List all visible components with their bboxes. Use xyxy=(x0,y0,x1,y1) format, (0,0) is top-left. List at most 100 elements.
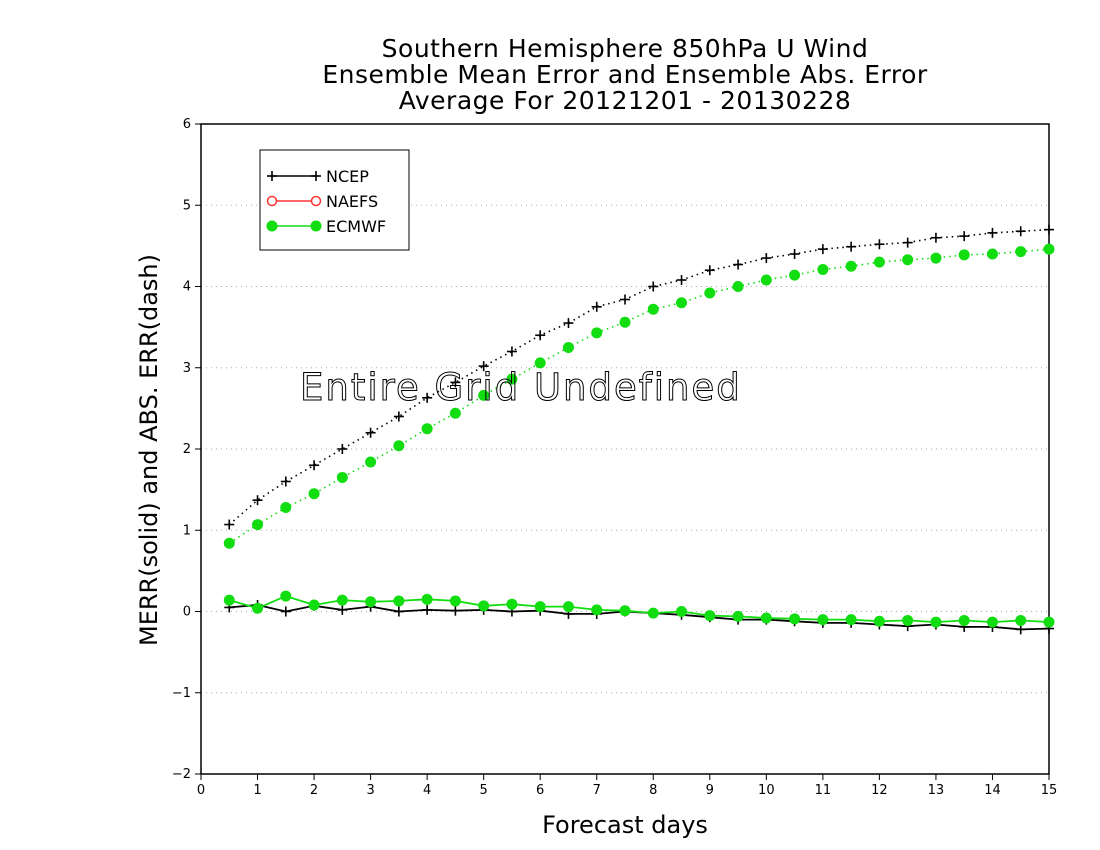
data-point xyxy=(506,598,518,610)
data-point xyxy=(308,488,320,500)
data-point xyxy=(760,612,772,624)
data-point xyxy=(1015,614,1027,626)
data-point xyxy=(648,281,659,292)
y-tick-label: −1 xyxy=(172,686,191,701)
data-point xyxy=(478,389,490,401)
legend-item-ecmwf: ECMWF xyxy=(266,217,386,236)
data-point xyxy=(421,593,433,605)
data-point xyxy=(817,614,829,626)
data-point xyxy=(337,444,348,454)
data-point xyxy=(365,456,377,468)
data-point xyxy=(958,249,970,261)
data-point xyxy=(478,600,490,612)
data-point xyxy=(534,357,546,369)
legend-label: ECMWF xyxy=(326,217,386,236)
x-tick-label: 13 xyxy=(928,783,945,798)
data-point xyxy=(789,269,801,281)
y-axis-label: MERR(solid) and ABS. ERR(dash) xyxy=(135,254,163,646)
data-point xyxy=(450,605,461,616)
data-point xyxy=(676,606,688,617)
data-point xyxy=(365,427,376,438)
data-point xyxy=(449,595,461,607)
data-point xyxy=(817,244,828,255)
data-point xyxy=(873,256,885,268)
data-point xyxy=(817,263,829,275)
data-point xyxy=(902,254,914,266)
x-tick-label: 12 xyxy=(871,783,888,798)
data-point xyxy=(252,602,264,614)
legend-label: NCEP xyxy=(326,167,369,186)
legend-marker xyxy=(310,195,322,207)
x-tick-label: 7 xyxy=(593,783,601,798)
x-tick-label: 10 xyxy=(758,783,775,798)
data-point xyxy=(591,301,602,312)
data-point xyxy=(223,537,235,549)
y-tick-label: 4 xyxy=(183,280,191,295)
x-tick-label: 2 xyxy=(310,783,318,798)
legend: NCEP NAEFS ECMWF xyxy=(259,149,410,251)
y-tick-label: 5 xyxy=(183,198,191,213)
data-point xyxy=(280,476,291,487)
series-layer xyxy=(223,224,1055,635)
title-line-3: Average For 20121201 - 20130228 xyxy=(398,86,852,115)
legend-label: NAEFS xyxy=(326,192,378,211)
y-tick-label: −2 xyxy=(172,767,191,782)
data-point xyxy=(280,606,291,617)
data-point xyxy=(506,346,517,357)
legend-marker xyxy=(266,195,278,207)
legend-item-naefs: NAEFS xyxy=(266,192,378,211)
data-point xyxy=(676,297,688,309)
y-tick-label: 0 xyxy=(183,605,191,620)
y-tick-label: 1 xyxy=(183,523,191,538)
data-point xyxy=(535,330,546,341)
data-point xyxy=(732,610,744,622)
series-line-ncep-mean-error xyxy=(229,604,1050,631)
data-point xyxy=(224,519,235,530)
legend-marker xyxy=(311,171,321,181)
data-point xyxy=(1015,226,1026,237)
data-point xyxy=(337,604,348,615)
data-point xyxy=(902,614,914,626)
data-point xyxy=(1044,224,1054,235)
x-tick-label: 15 xyxy=(1041,783,1058,798)
x-tick-label: 0 xyxy=(197,783,205,798)
x-tick-label: 1 xyxy=(253,783,261,798)
data-point xyxy=(930,252,942,264)
y-tick-label: 3 xyxy=(183,361,191,376)
data-point xyxy=(478,361,489,372)
data-point xyxy=(676,275,687,285)
data-point xyxy=(280,502,292,513)
data-point xyxy=(930,232,941,243)
data-point xyxy=(309,460,320,471)
legend-marker xyxy=(267,171,277,181)
data-point xyxy=(562,341,574,353)
title-line-1: Southern Hemisphere 850hPa U Wind xyxy=(381,34,869,63)
data-point xyxy=(252,519,264,531)
data-point xyxy=(958,614,970,626)
data-point xyxy=(422,392,433,403)
data-point xyxy=(591,604,603,616)
data-point xyxy=(619,316,631,328)
data-point xyxy=(393,595,405,607)
series-ncep-mean-error xyxy=(224,600,1054,635)
data-point xyxy=(223,594,235,606)
data-point xyxy=(874,239,885,250)
data-point xyxy=(1015,246,1027,258)
data-point xyxy=(902,237,913,248)
series-ncep-abs-error xyxy=(224,224,1054,530)
data-point xyxy=(1043,243,1055,255)
data-point xyxy=(336,471,348,483)
x-tick-label: 3 xyxy=(366,783,374,798)
data-point xyxy=(336,594,348,606)
data-point xyxy=(845,260,857,272)
data-point xyxy=(959,231,970,242)
legend-marker xyxy=(266,220,278,232)
data-point xyxy=(986,248,998,260)
x-tick-label: 6 xyxy=(536,783,544,798)
grid-lines xyxy=(201,204,1049,694)
data-point xyxy=(930,616,942,628)
data-point xyxy=(732,281,744,292)
data-point xyxy=(873,615,885,627)
x-tick-label: 5 xyxy=(480,783,488,798)
